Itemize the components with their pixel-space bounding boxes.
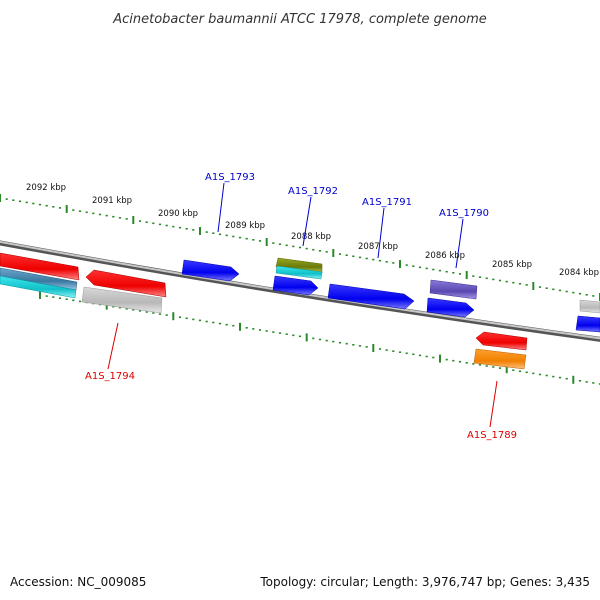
gene-blue-edge[interactable]: [575, 315, 600, 333]
ruler-labels: 2092 kbp 2091 kbp 2090 kbp 2089 kbp 2088…: [26, 183, 599, 278]
gene-A1S_1792[interactable]: [272, 275, 319, 296]
label-A1S_1794[interactable]: A1S_1794: [85, 371, 135, 382]
ruler-label-2086: 2086 kbp: [425, 251, 465, 261]
gene-A1S_1794[interactable]: [81, 286, 163, 314]
ruler-label-2085: 2085 kbp: [492, 260, 532, 270]
map-title: Acinetobacter baumannii ATCC 17978, comp…: [112, 12, 487, 27]
gene-cyan-feature[interactable]: [275, 265, 323, 280]
gene-A1S_1790[interactable]: [429, 279, 478, 300]
gene-A1S_1793[interactable]: [181, 259, 240, 282]
label-A1S_1792[interactable]: A1S_1792: [288, 186, 338, 197]
ruler-label-2092: 2092 kbp: [26, 183, 66, 193]
gene-red-left[interactable]: [0, 252, 80, 281]
label-A1S_1791[interactable]: A1S_1791: [362, 197, 412, 208]
accession-text: Accession: NC_009085: [10, 575, 146, 589]
reverse-genes: [0, 252, 528, 370]
ruler-label-2091: 2091 kbp: [92, 196, 132, 206]
gene-blue-forward[interactable]: [426, 297, 475, 318]
ruler-label-2089: 2089 kbp: [225, 221, 265, 231]
connector-A1S_1791: [377, 207, 385, 259]
label-A1S_1789[interactable]: A1S_1789: [467, 430, 517, 441]
gene-labels: A1S_1793 A1S_1792 A1S_1791 A1S_1790 A1S_…: [85, 172, 517, 441]
gene-A1S_1791[interactable]: [327, 283, 415, 310]
ruler-label-2088: 2088 kbp: [291, 232, 331, 242]
gene-red-reverse-2[interactable]: [475, 331, 528, 351]
connector-A1S_1792: [302, 196, 312, 247]
forward-genes: [181, 257, 600, 333]
connector-A1S_1789: [489, 380, 498, 428]
ruler-label-2084: 2084 kbp: [559, 268, 599, 278]
gene-red-reverse[interactable]: [85, 269, 167, 298]
label-A1S_1793[interactable]: A1S_1793: [205, 172, 255, 183]
genome-summary: Topology: circular; Length: 3,976,747 bp…: [259, 575, 590, 589]
outer-ruler: [0, 194, 600, 301]
gene-A1S_1789[interactable]: [473, 348, 527, 370]
label-A1S_1790[interactable]: A1S_1790: [439, 208, 489, 219]
gene-cyan-left[interactable]: [0, 275, 77, 299]
connector-A1S_1793: [217, 182, 225, 233]
connector-A1S_1794: [107, 322, 119, 370]
label-connectors: [107, 182, 498, 428]
ruler-label-2090: 2090 kbp: [158, 209, 198, 219]
connector-A1S_1790: [455, 218, 464, 269]
ruler-label-2087: 2087 kbp: [358, 242, 398, 252]
gene-gray-edge[interactable]: [579, 299, 600, 314]
